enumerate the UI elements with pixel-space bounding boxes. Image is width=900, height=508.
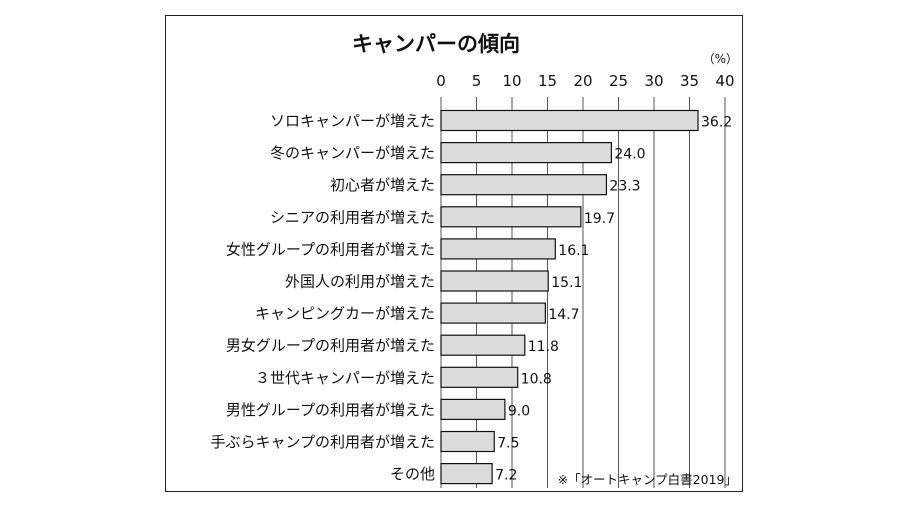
unit-label: （%） [703, 52, 738, 66]
bar [440, 302, 546, 324]
x-tick-label: 40 [715, 72, 734, 90]
value-labels: 36.2 24.0 23.3 19.7 16.1 15.1 14.7 11.8 10.8 9.0 7… [495, 115, 732, 484]
category-label: 冬のキャンパーが増えた [270, 144, 435, 162]
category-label: キャンピングカーが増えた [255, 305, 435, 323]
x-tick-label: 5 [472, 72, 482, 90]
bar [440, 270, 549, 292]
bars [440, 109, 699, 485]
bar [440, 174, 608, 196]
data-label: 16.1 [558, 243, 589, 259]
category-label: ソロキャンパーが増えた [270, 112, 435, 130]
bar [440, 142, 612, 164]
x-tick-label: 10 [502, 72, 521, 90]
category-label: 男女グループの利用者が増えた [226, 337, 435, 355]
bar [440, 238, 556, 260]
x-tick-label: 25 [609, 72, 628, 90]
x-tick-label: 0 [436, 72, 446, 90]
bar [440, 430, 495, 453]
chart-title: キャンパーの傾向 [352, 32, 520, 56]
x-tick-label: 35 [680, 72, 699, 90]
bar [440, 366, 519, 388]
bar [440, 463, 493, 485]
data-label: 19.7 [584, 211, 615, 227]
category-label: その他 [390, 465, 435, 483]
bar [440, 398, 506, 420]
data-label: 15.1 [551, 275, 582, 291]
category-label: 初心者が増えた [330, 176, 435, 194]
category-label: 男性グループの利用者が増えた [226, 401, 435, 419]
x-axis-ticks: 0 5 10 15 20 25 30 35 40 [436, 72, 734, 90]
data-label: 14.7 [548, 307, 579, 323]
category-label: 女性グループの利用者が増えた [226, 240, 435, 258]
x-tick-label: 20 [573, 72, 592, 90]
category-label: 手ぶらキャンプの利用者が増えた [210, 433, 435, 451]
bar [440, 334, 526, 356]
category-label: シニアの利用者が増えた [270, 208, 435, 226]
data-label: 7.2 [495, 468, 517, 484]
data-label: 24.0 [614, 147, 645, 163]
data-label: 7.5 [497, 436, 519, 452]
source-note: ※「オートキャンプ白書2019」 [558, 472, 737, 487]
data-label: 36.2 [701, 115, 732, 131]
data-label: 9.0 [508, 403, 530, 419]
category-labels: ソロキャンパーが増えた冬のキャンパーが増えた初心者が増えたシニアの利用者が増えた… [210, 112, 435, 483]
category-label: ３世代キャンパーが増えた [255, 369, 435, 387]
data-label: 11.8 [528, 339, 559, 355]
x-tick-label: 30 [644, 72, 663, 90]
x-tick-label: 15 [538, 72, 557, 90]
bar [440, 206, 582, 228]
category-label: 外国人の利用が増えた [285, 273, 435, 291]
bar [440, 109, 699, 132]
data-label: 23.3 [609, 179, 640, 195]
data-label: 10.8 [521, 371, 552, 387]
